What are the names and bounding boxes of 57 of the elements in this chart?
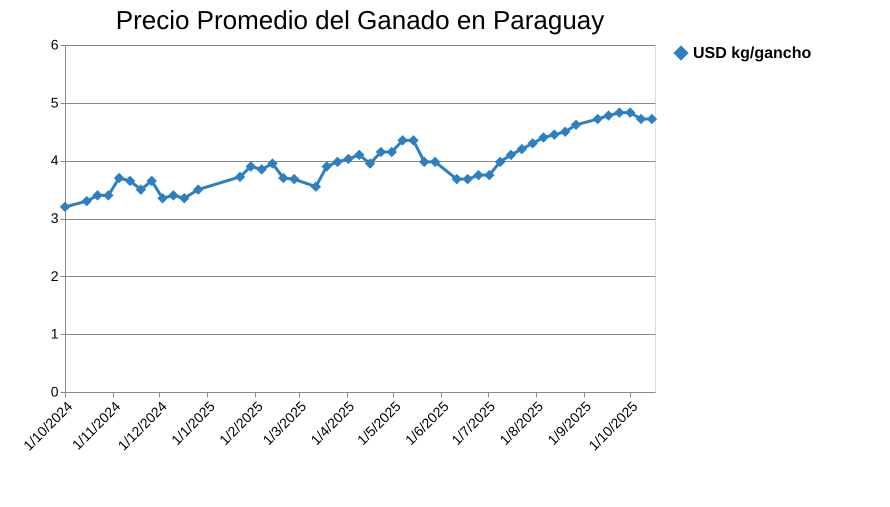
point	[386, 146, 397, 158]
point	[364, 158, 376, 169]
point	[136, 184, 146, 195]
point	[256, 164, 267, 175]
point	[484, 170, 495, 180]
point	[178, 193, 190, 204]
point	[397, 135, 408, 146]
chart-title: Precio Promedio del Ganado en Paraguay	[116, 5, 604, 35]
point	[92, 190, 103, 201]
y-tick-label: 4	[50, 152, 59, 168]
y-tick-label: 0	[50, 384, 59, 400]
point	[60, 202, 70, 212]
y-tick-label: 5	[50, 94, 59, 110]
point	[267, 158, 278, 169]
y-tick-label: 2	[50, 268, 59, 284]
point	[332, 156, 343, 168]
point	[430, 156, 440, 168]
point	[527, 138, 538, 149]
point	[114, 172, 124, 184]
point	[103, 190, 114, 201]
y-tick-label: 3	[50, 210, 59, 226]
point	[234, 172, 246, 182]
point	[376, 146, 386, 158]
point	[473, 170, 484, 180]
point	[246, 161, 256, 172]
point	[636, 114, 646, 124]
point	[288, 174, 300, 184]
y-tick-label: 1	[50, 326, 59, 342]
point	[310, 181, 322, 192]
point	[646, 114, 658, 124]
point	[549, 129, 560, 140]
point	[462, 174, 473, 184]
point	[624, 107, 636, 118]
point	[506, 150, 516, 160]
point	[592, 114, 603, 124]
point	[81, 196, 92, 206]
point	[124, 176, 136, 186]
point	[560, 126, 570, 137]
point	[168, 190, 179, 201]
point	[408, 135, 419, 146]
point	[419, 156, 430, 168]
point	[343, 154, 354, 164]
point	[192, 184, 204, 195]
point	[538, 132, 549, 143]
point	[614, 107, 625, 118]
y-tick-label: 6	[50, 36, 59, 52]
point	[603, 110, 614, 121]
legend-label: USD kg/gancho	[693, 45, 812, 62]
point	[516, 144, 528, 154]
point	[452, 174, 462, 184]
point	[157, 193, 168, 204]
point	[321, 161, 332, 172]
point	[494, 156, 506, 168]
point	[570, 120, 582, 130]
point	[354, 150, 364, 160]
point	[278, 172, 289, 184]
point	[146, 176, 157, 186]
